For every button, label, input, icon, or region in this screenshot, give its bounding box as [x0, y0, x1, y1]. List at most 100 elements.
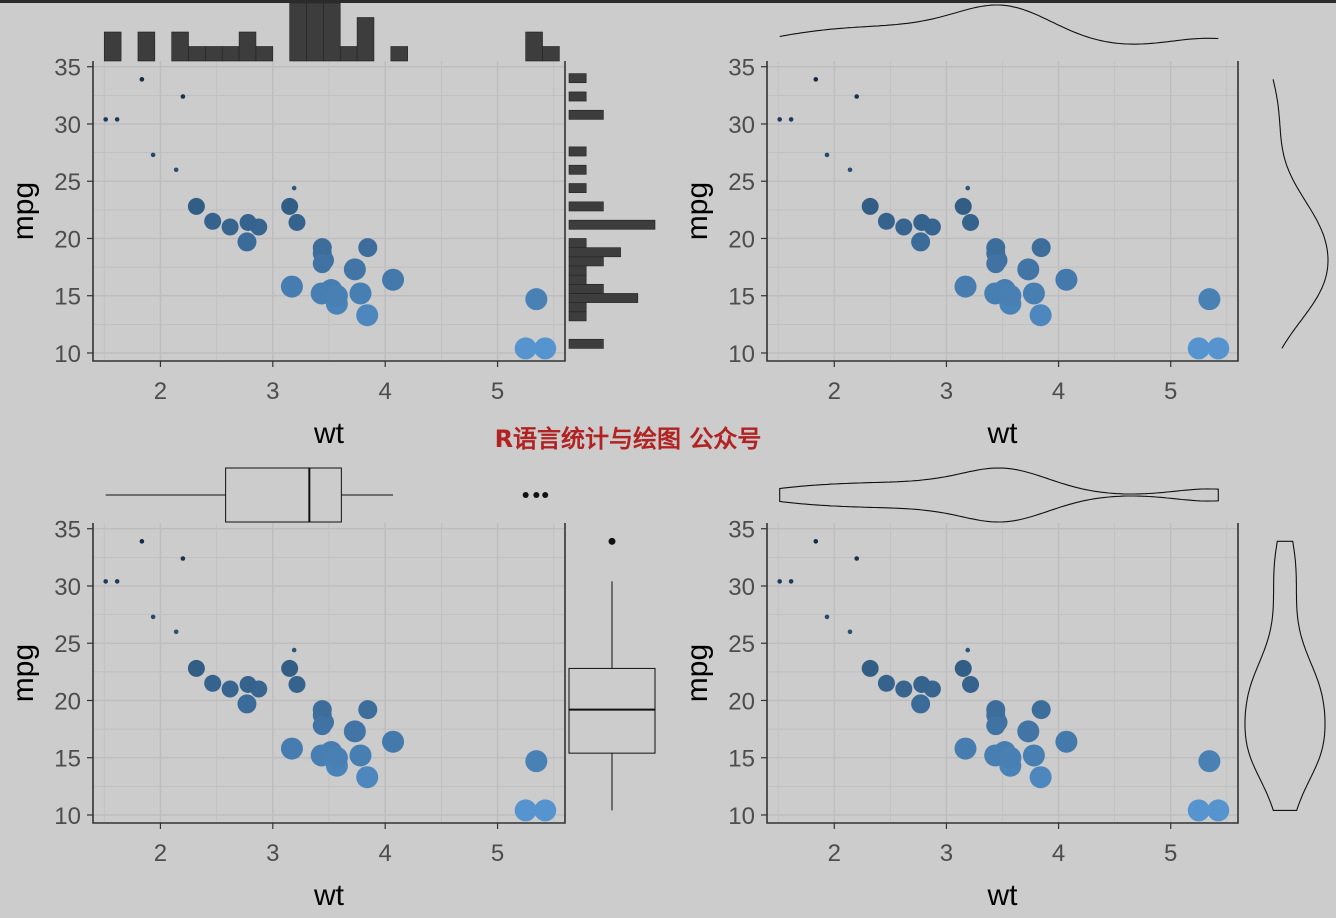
scatter-point — [534, 337, 557, 360]
y-tick-label: 15 — [54, 746, 81, 773]
y-tick-label: 25 — [54, 169, 81, 196]
scatter-point — [281, 197, 299, 215]
scatter-point — [777, 579, 782, 584]
scatter-point — [139, 77, 145, 82]
panel-border — [766, 61, 1239, 362]
scatter-point — [173, 629, 179, 635]
scatter-point — [813, 77, 819, 82]
x-tick-label: 2 — [828, 378, 841, 405]
scatter-point — [221, 218, 239, 236]
x-tick-label: 5 — [1164, 840, 1177, 867]
scatter-point — [103, 579, 108, 584]
scatter-point — [1029, 766, 1052, 789]
scatter-point — [1207, 799, 1230, 822]
scatter-point — [221, 680, 239, 698]
scatter-point — [1031, 700, 1051, 720]
y-histogram-bar — [568, 338, 604, 349]
y-histogram-bar — [568, 247, 621, 258]
scatter-point — [999, 746, 1022, 769]
scatter-density-panel: 2 3 4 5 10 15 20 25 30 35 wt mpg — [681, 4, 1329, 450]
scatter-point — [877, 212, 895, 230]
x-histogram-bar — [289, 3, 307, 62]
scatter-point — [204, 674, 222, 692]
y-tick-label: 20 — [54, 226, 81, 253]
scatter-point — [358, 238, 378, 258]
scatter-point — [788, 579, 794, 584]
y-tick-label: 35 — [54, 55, 81, 82]
scatter-point — [150, 614, 156, 620]
y-tick-label: 35 — [728, 517, 755, 544]
scatter-point — [288, 213, 306, 231]
y-tick-label: 20 — [54, 688, 81, 715]
y-histogram-bar — [568, 283, 604, 294]
scatter-point — [1055, 268, 1078, 291]
y-tick-label: 25 — [728, 631, 755, 658]
y-tick-label: 35 — [54, 517, 81, 544]
scatter-point — [1207, 337, 1230, 360]
scatter-point — [180, 556, 186, 561]
scatter-point — [237, 694, 257, 714]
scatter-point — [180, 94, 186, 99]
scatter-point — [288, 675, 306, 693]
y-axis-title: mpg — [7, 644, 40, 702]
x-histogram-bar — [306, 3, 324, 62]
scatter-point — [325, 746, 348, 769]
scatter-point — [114, 117, 120, 122]
scatter-point — [962, 675, 980, 693]
scatter-point — [187, 197, 205, 215]
y-tick-label: 15 — [54, 284, 81, 311]
y-tick-label: 10 — [54, 803, 81, 830]
scatter-point — [239, 675, 257, 693]
y-histogram-bar — [568, 293, 639, 303]
scatter-point — [139, 539, 145, 544]
y-tick-label: 25 — [728, 169, 755, 196]
scatter-point — [349, 744, 372, 767]
scatter-point — [954, 275, 977, 298]
figure: 2 3 4 5 10 15 20 25 30 35 wt mpg 2 3 4 5 10 15 20 25 30 35 wt… — [0, 3, 1336, 918]
y-histogram-bar — [568, 265, 587, 276]
scatter-point — [312, 238, 332, 258]
scatter-point — [358, 700, 378, 720]
scatter-point — [534, 799, 557, 822]
scatter-point — [813, 539, 819, 544]
scatter-point — [824, 614, 830, 620]
scatter-point — [824, 152, 830, 158]
x-tick-label: 4 — [379, 378, 392, 405]
scatter-point — [861, 197, 879, 215]
x-tick-label: 4 — [379, 840, 392, 867]
x-tick-label: 5 — [491, 840, 504, 867]
scatter-point — [237, 232, 257, 252]
scatter-point — [1198, 288, 1221, 311]
x-violin — [779, 467, 1219, 523]
panel-border — [92, 61, 566, 362]
scatter-point — [114, 579, 120, 584]
x-histogram-bar — [255, 46, 274, 62]
scatter-point — [854, 556, 860, 561]
x-box-outlier — [522, 492, 529, 498]
y-tick-label: 15 — [728, 746, 755, 773]
y-density-curve — [1272, 79, 1329, 349]
x-histogram-bar — [137, 31, 156, 62]
x-histogram-bar — [238, 31, 257, 62]
scatter-boxplot-panel: 2 3 4 5 10 15 20 25 30 35 wt mpg — [7, 467, 656, 912]
scatter-point — [173, 167, 179, 173]
x-tick-label: 3 — [266, 378, 279, 405]
scatter-point — [986, 254, 1006, 274]
x-histogram-bar — [356, 17, 375, 62]
panel-border — [92, 523, 566, 824]
scatter-point — [514, 337, 537, 360]
scatter-point — [954, 659, 972, 677]
x-tick-label: 2 — [154, 378, 167, 405]
y-histogram-bar — [568, 311, 587, 322]
x-tick-label: 5 — [491, 378, 504, 405]
scatter-point — [965, 647, 971, 653]
scatter-point — [291, 647, 297, 653]
y-histogram-bar — [568, 91, 587, 102]
y-histogram-bar — [568, 164, 587, 175]
y-histogram-bar — [568, 146, 587, 157]
scatter-point — [1187, 337, 1210, 360]
scatter-point — [911, 232, 931, 252]
scatter-point — [1055, 730, 1078, 753]
scatter-point — [1031, 238, 1051, 258]
